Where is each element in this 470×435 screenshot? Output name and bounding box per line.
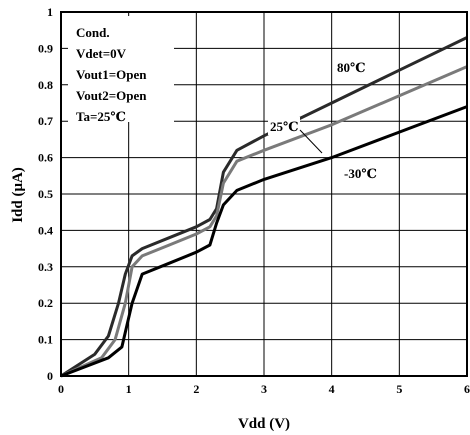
y-tick-label: 0.6 bbox=[38, 151, 53, 165]
plot-frame bbox=[60, 11, 468, 377]
y-tick-label: 0.5 bbox=[38, 187, 53, 201]
series-line-1 bbox=[60, 65, 468, 378]
y-tick-label: 0.2 bbox=[38, 296, 53, 310]
series-label-minus30c: -30℃ bbox=[344, 166, 377, 181]
x-tick-label: 6 bbox=[464, 382, 470, 396]
series-line-2 bbox=[60, 105, 468, 378]
y-tick-label: 0.1 bbox=[38, 333, 53, 347]
conditions-line-4: Vout2=Open bbox=[76, 88, 147, 103]
x-tick-label: 0 bbox=[58, 382, 64, 396]
y-axis-label: Idd (μA) bbox=[10, 167, 26, 223]
conditions-line-5: Ta=25℃ bbox=[76, 109, 126, 124]
label-80-bg bbox=[334, 57, 374, 75]
y-tick-label: 0.4 bbox=[38, 223, 53, 237]
x-tick-labels: 0 1 2 3 4 5 6 bbox=[58, 382, 470, 396]
conditions-line-2: Vdet=0V bbox=[76, 46, 127, 61]
conditions-line-3: Vout1=Open bbox=[76, 67, 147, 82]
x-tick-label: 5 bbox=[396, 382, 402, 396]
label-25-bg bbox=[268, 117, 300, 135]
x-tick-label: 2 bbox=[193, 382, 199, 396]
x-tick-label: 3 bbox=[261, 382, 267, 396]
y-tick-label: 0.7 bbox=[38, 114, 53, 128]
y-tick-labels: 0 0.1 0.2 0.3 0.4 0.5 0.6 0.7 0.8 0.9 1 bbox=[38, 5, 53, 383]
y-tick-label: 0.8 bbox=[38, 78, 53, 92]
series-label-25c-leader bbox=[299, 129, 323, 154]
conditions-line-1: Cond. bbox=[76, 25, 110, 40]
series-label-80c: 80℃ bbox=[337, 60, 366, 75]
series-label-25c: 25℃ bbox=[270, 119, 299, 134]
conditions-box bbox=[68, 16, 174, 122]
y-tick-label: 0 bbox=[47, 369, 53, 383]
x-tick-label: 4 bbox=[329, 382, 335, 396]
y-tick-label: 1 bbox=[47, 5, 53, 19]
y-tick-label: 0.3 bbox=[38, 260, 53, 274]
x-tick-label: 1 bbox=[126, 382, 132, 396]
y-tick-label: 0.9 bbox=[38, 41, 53, 55]
x-axis-label: Vdd (V) bbox=[238, 416, 290, 432]
label-30-bg bbox=[340, 164, 384, 182]
